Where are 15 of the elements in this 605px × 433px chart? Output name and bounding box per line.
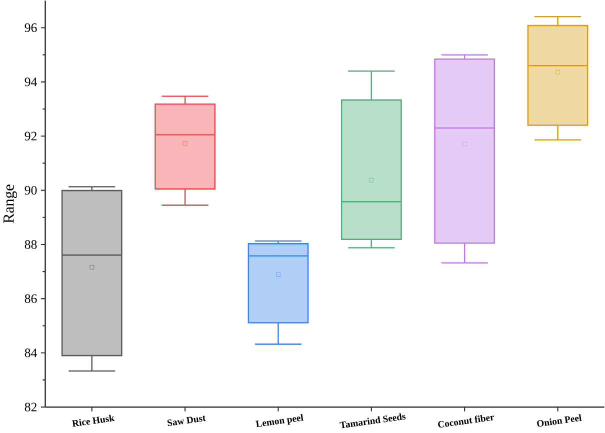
x-tick-label: Onion Peel bbox=[537, 414, 582, 427]
x-tick-label: Coconut fiber bbox=[438, 414, 494, 428]
x-tick-label: Lemon peel bbox=[256, 414, 304, 428]
y-tick-label: 88 bbox=[24, 240, 37, 249]
x-tick-label: Rice Husk bbox=[72, 414, 115, 427]
x-tick-label: Tamarind Seeds bbox=[340, 413, 406, 428]
y-axis-title: Range bbox=[4, 184, 17, 224]
y-tick-label: 82 bbox=[24, 402, 36, 412]
y-tick-label: 86 bbox=[24, 294, 37, 303]
x-tick-label: Saw Dust bbox=[167, 416, 206, 426]
y-tick-label: 92 bbox=[24, 132, 36, 140]
y-tick-label: 90 bbox=[24, 186, 37, 195]
y-tick-label: 94 bbox=[24, 77, 38, 86]
y-tick-label: 84 bbox=[24, 348, 38, 358]
y-tick-label: 96 bbox=[24, 23, 37, 32]
